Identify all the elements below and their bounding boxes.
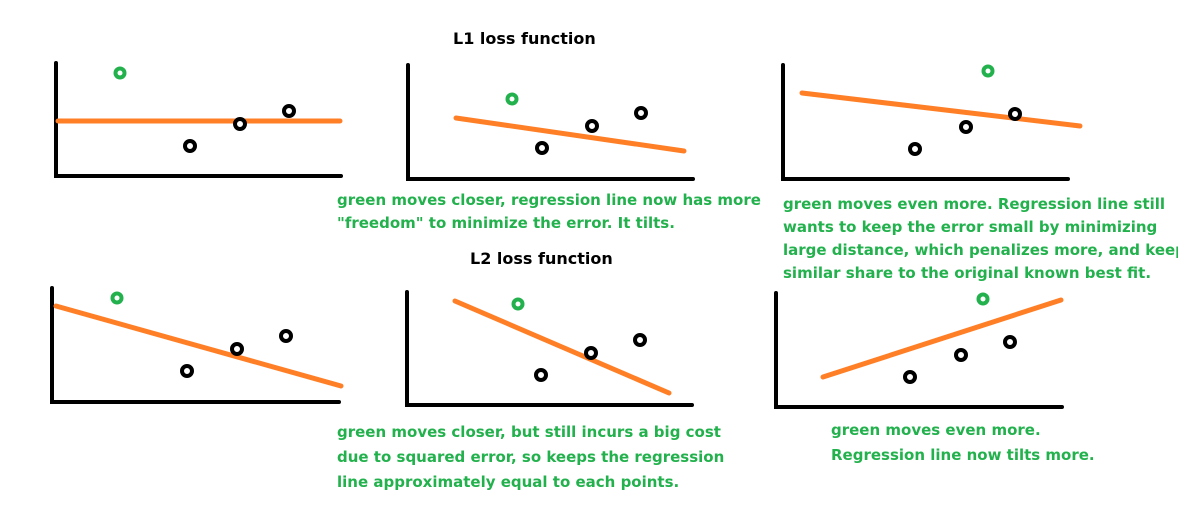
l1-panel-3 [781, 63, 1070, 181]
regression-lines [53, 90, 1083, 396]
l2-title: L2 loss function [470, 249, 613, 268]
caption-line: green moves closer, regression line now … [337, 191, 761, 209]
caption-l1-panel-3: green moves even more. Regression line s… [783, 193, 1178, 285]
caption-line: green moves even more. Regression line s… [783, 195, 1165, 213]
caption-line: wants to keep the error small by minimiz… [783, 218, 1158, 236]
regression-line [820, 297, 1064, 380]
data-points [180, 104, 1022, 384]
caption-line: similar share to the original known best… [783, 264, 1152, 282]
outlier-point [981, 64, 995, 78]
data-point [282, 104, 296, 118]
regression-line [53, 303, 344, 389]
outlier-point [976, 292, 990, 306]
data-point [534, 368, 548, 382]
outlier-point [110, 291, 124, 305]
data-point [903, 370, 917, 384]
l2-panel-3 [774, 291, 1064, 409]
data-point [1003, 335, 1017, 349]
caption-line: "freedom" to minimize the error. It tilt… [337, 214, 675, 232]
caption-line: Regression line now tilts more. [831, 446, 1095, 464]
regression-line [799, 90, 1083, 129]
data-point [1008, 107, 1022, 121]
data-point [183, 139, 197, 153]
data-point [954, 348, 968, 362]
data-point [584, 346, 598, 360]
l1-title: L1 loss function [453, 29, 596, 48]
data-point [633, 333, 647, 347]
data-point [233, 117, 247, 131]
data-point [585, 119, 599, 133]
caption-l2-panel-2: green moves closer, but still incurs a b… [337, 420, 724, 495]
l2-panel-1 [50, 286, 341, 404]
regression-line [453, 115, 687, 154]
outlier-point [505, 92, 519, 106]
caption-line: green moves even more. [831, 421, 1041, 439]
data-point [908, 142, 922, 156]
caption-l2-panel-3: green moves even more. Regression line n… [831, 418, 1095, 468]
data-point [535, 141, 549, 155]
l1-panel-2 [406, 63, 695, 181]
caption-line: large distance, which penalizes more, an… [783, 241, 1178, 259]
regression-line [452, 298, 672, 396]
outlier-point [113, 66, 127, 80]
data-point [180, 364, 194, 378]
l2-panel-2 [405, 290, 694, 407]
data-point [959, 120, 973, 134]
data-point [230, 342, 244, 356]
l1-panel-1 [54, 61, 343, 178]
caption-line: green moves closer, but still incurs a b… [337, 423, 721, 441]
caption-line: line approximately equal to each points. [337, 473, 680, 491]
data-point [634, 106, 648, 120]
outlier-points [110, 64, 995, 311]
data-point [279, 329, 293, 343]
caption-line: due to squared error, so keeps the regre… [337, 448, 725, 466]
outlier-point [511, 297, 525, 311]
caption-l1-panel-2: green moves closer, regression line now … [337, 189, 761, 235]
